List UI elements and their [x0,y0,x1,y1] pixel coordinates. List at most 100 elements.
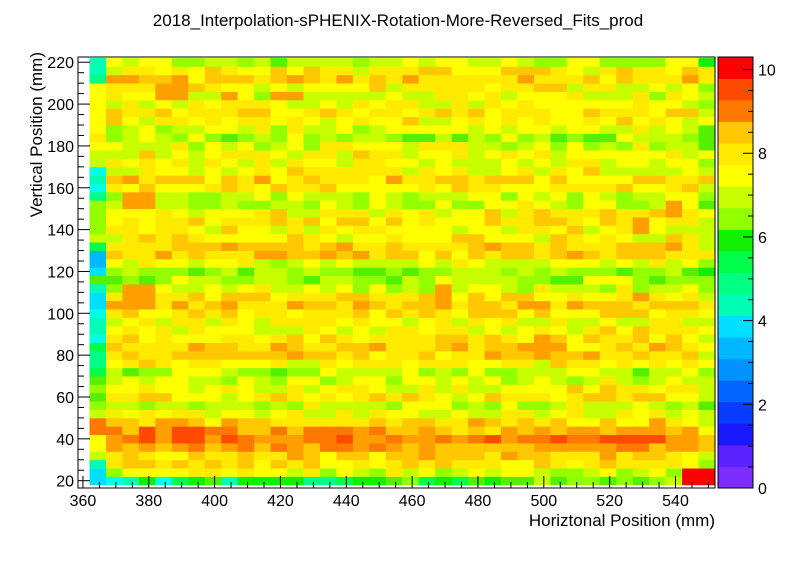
heatmap-cell [155,141,173,151]
heatmap-cell [402,108,420,118]
heatmap-cell [369,392,387,402]
heatmap-cell [566,426,584,436]
heatmap-cell [237,233,255,243]
heatmap-cell [122,417,140,427]
heatmap-cell [517,133,535,143]
heatmap-cell [484,350,502,360]
heatmap-cell [122,342,140,352]
y-tick-label: 120 [47,264,74,281]
heatmap-cell [517,443,535,452]
heatmap-cell [303,459,321,469]
heatmap-cell [583,300,601,310]
heatmap-cell [599,225,617,235]
heatmap-cell [319,342,337,352]
heatmap-cell [122,250,140,260]
heatmap-cell [402,74,420,84]
heatmap-cell [303,384,321,394]
heatmap-cell [451,409,469,419]
heatmap-cell [484,325,502,335]
heatmap-cell [204,66,222,76]
heatmap-cell [599,334,617,343]
heatmap-cell [204,384,222,394]
heatmap-cell [583,267,601,277]
heatmap-cell [319,141,337,151]
heatmap-cell [221,426,239,436]
heatmap-cell [517,225,535,235]
heatmap-cell [418,417,436,427]
heatmap-cell [336,309,354,318]
heatmap-cell [665,468,683,477]
heatmap-cell [533,451,551,461]
heatmap-cell [682,350,699,360]
heatmap-cell [451,284,469,293]
heatmap-cell [204,183,222,193]
heatmap-cell [336,250,354,260]
heatmap-cell [122,125,140,134]
heatmap-cell [632,141,650,151]
heatmap-cell [468,150,485,159]
heatmap-cell [451,292,469,302]
heatmap-cell [138,108,156,118]
heatmap-cell [566,468,584,477]
color-scale-label: 0 [758,481,767,498]
heatmap-cell [501,459,518,469]
heatmap-cell [698,91,716,101]
heatmap-cell [204,158,222,168]
heatmap-cell [221,284,239,293]
heatmap-cell [122,359,140,369]
heatmap-cell [649,417,667,427]
heatmap-cell [204,83,222,92]
heatmap-cell [632,434,650,444]
heatmap-cell [517,191,535,201]
heatmap-cell [550,417,568,427]
heatmap-cell [402,350,420,360]
heatmap-cell [451,116,469,126]
heatmap-cell [303,401,321,410]
heatmap-cell [221,417,239,427]
heatmap-cell [402,175,420,184]
heatmap-cell [583,200,601,210]
heatmap-cell [550,359,568,369]
heatmap-cell [665,426,683,436]
heatmap-cell [583,133,601,143]
heatmap-cell [665,325,683,335]
heatmap-cell [319,166,337,176]
heatmap-cell [402,451,420,461]
heatmap-cell [533,175,551,184]
heatmap-cell [501,150,518,159]
heatmap-cell [484,258,502,268]
heatmap-cell [155,233,173,243]
heatmap-cell [122,166,140,176]
heatmap-cell [517,384,535,394]
heatmap-cell [171,476,189,486]
heatmap-cell [632,401,650,410]
heatmap-cell [501,350,518,360]
heatmap-cell [501,275,518,285]
heatmap-cell [418,359,436,369]
heatmap-cell [155,417,173,427]
heatmap-cell [550,208,568,218]
heatmap-cell [105,99,123,109]
heatmap-cell [385,443,403,452]
heatmap-cell [221,108,239,118]
heatmap-cell [468,334,485,343]
heatmap-cell [616,133,634,143]
heatmap-cell [369,133,387,143]
color-scale-swatch [718,250,753,273]
heatmap-cell [517,250,535,260]
color-scale-swatch [718,423,753,446]
heatmap-cell [237,242,255,251]
heatmap-cell [402,208,420,218]
heatmap-cell [484,116,502,126]
heatmap-cell [418,468,436,477]
heatmap-cell [204,258,222,268]
heatmap-cell [105,443,123,452]
heatmap-cell [402,443,420,452]
heatmap-cell [682,409,699,419]
heatmap-cell [566,317,584,327]
heatmap-cell [632,292,650,302]
heatmap-cell [435,116,453,126]
heatmap-cell [221,242,239,251]
heatmap-cell [188,476,206,486]
heatmap-cell [566,225,584,235]
